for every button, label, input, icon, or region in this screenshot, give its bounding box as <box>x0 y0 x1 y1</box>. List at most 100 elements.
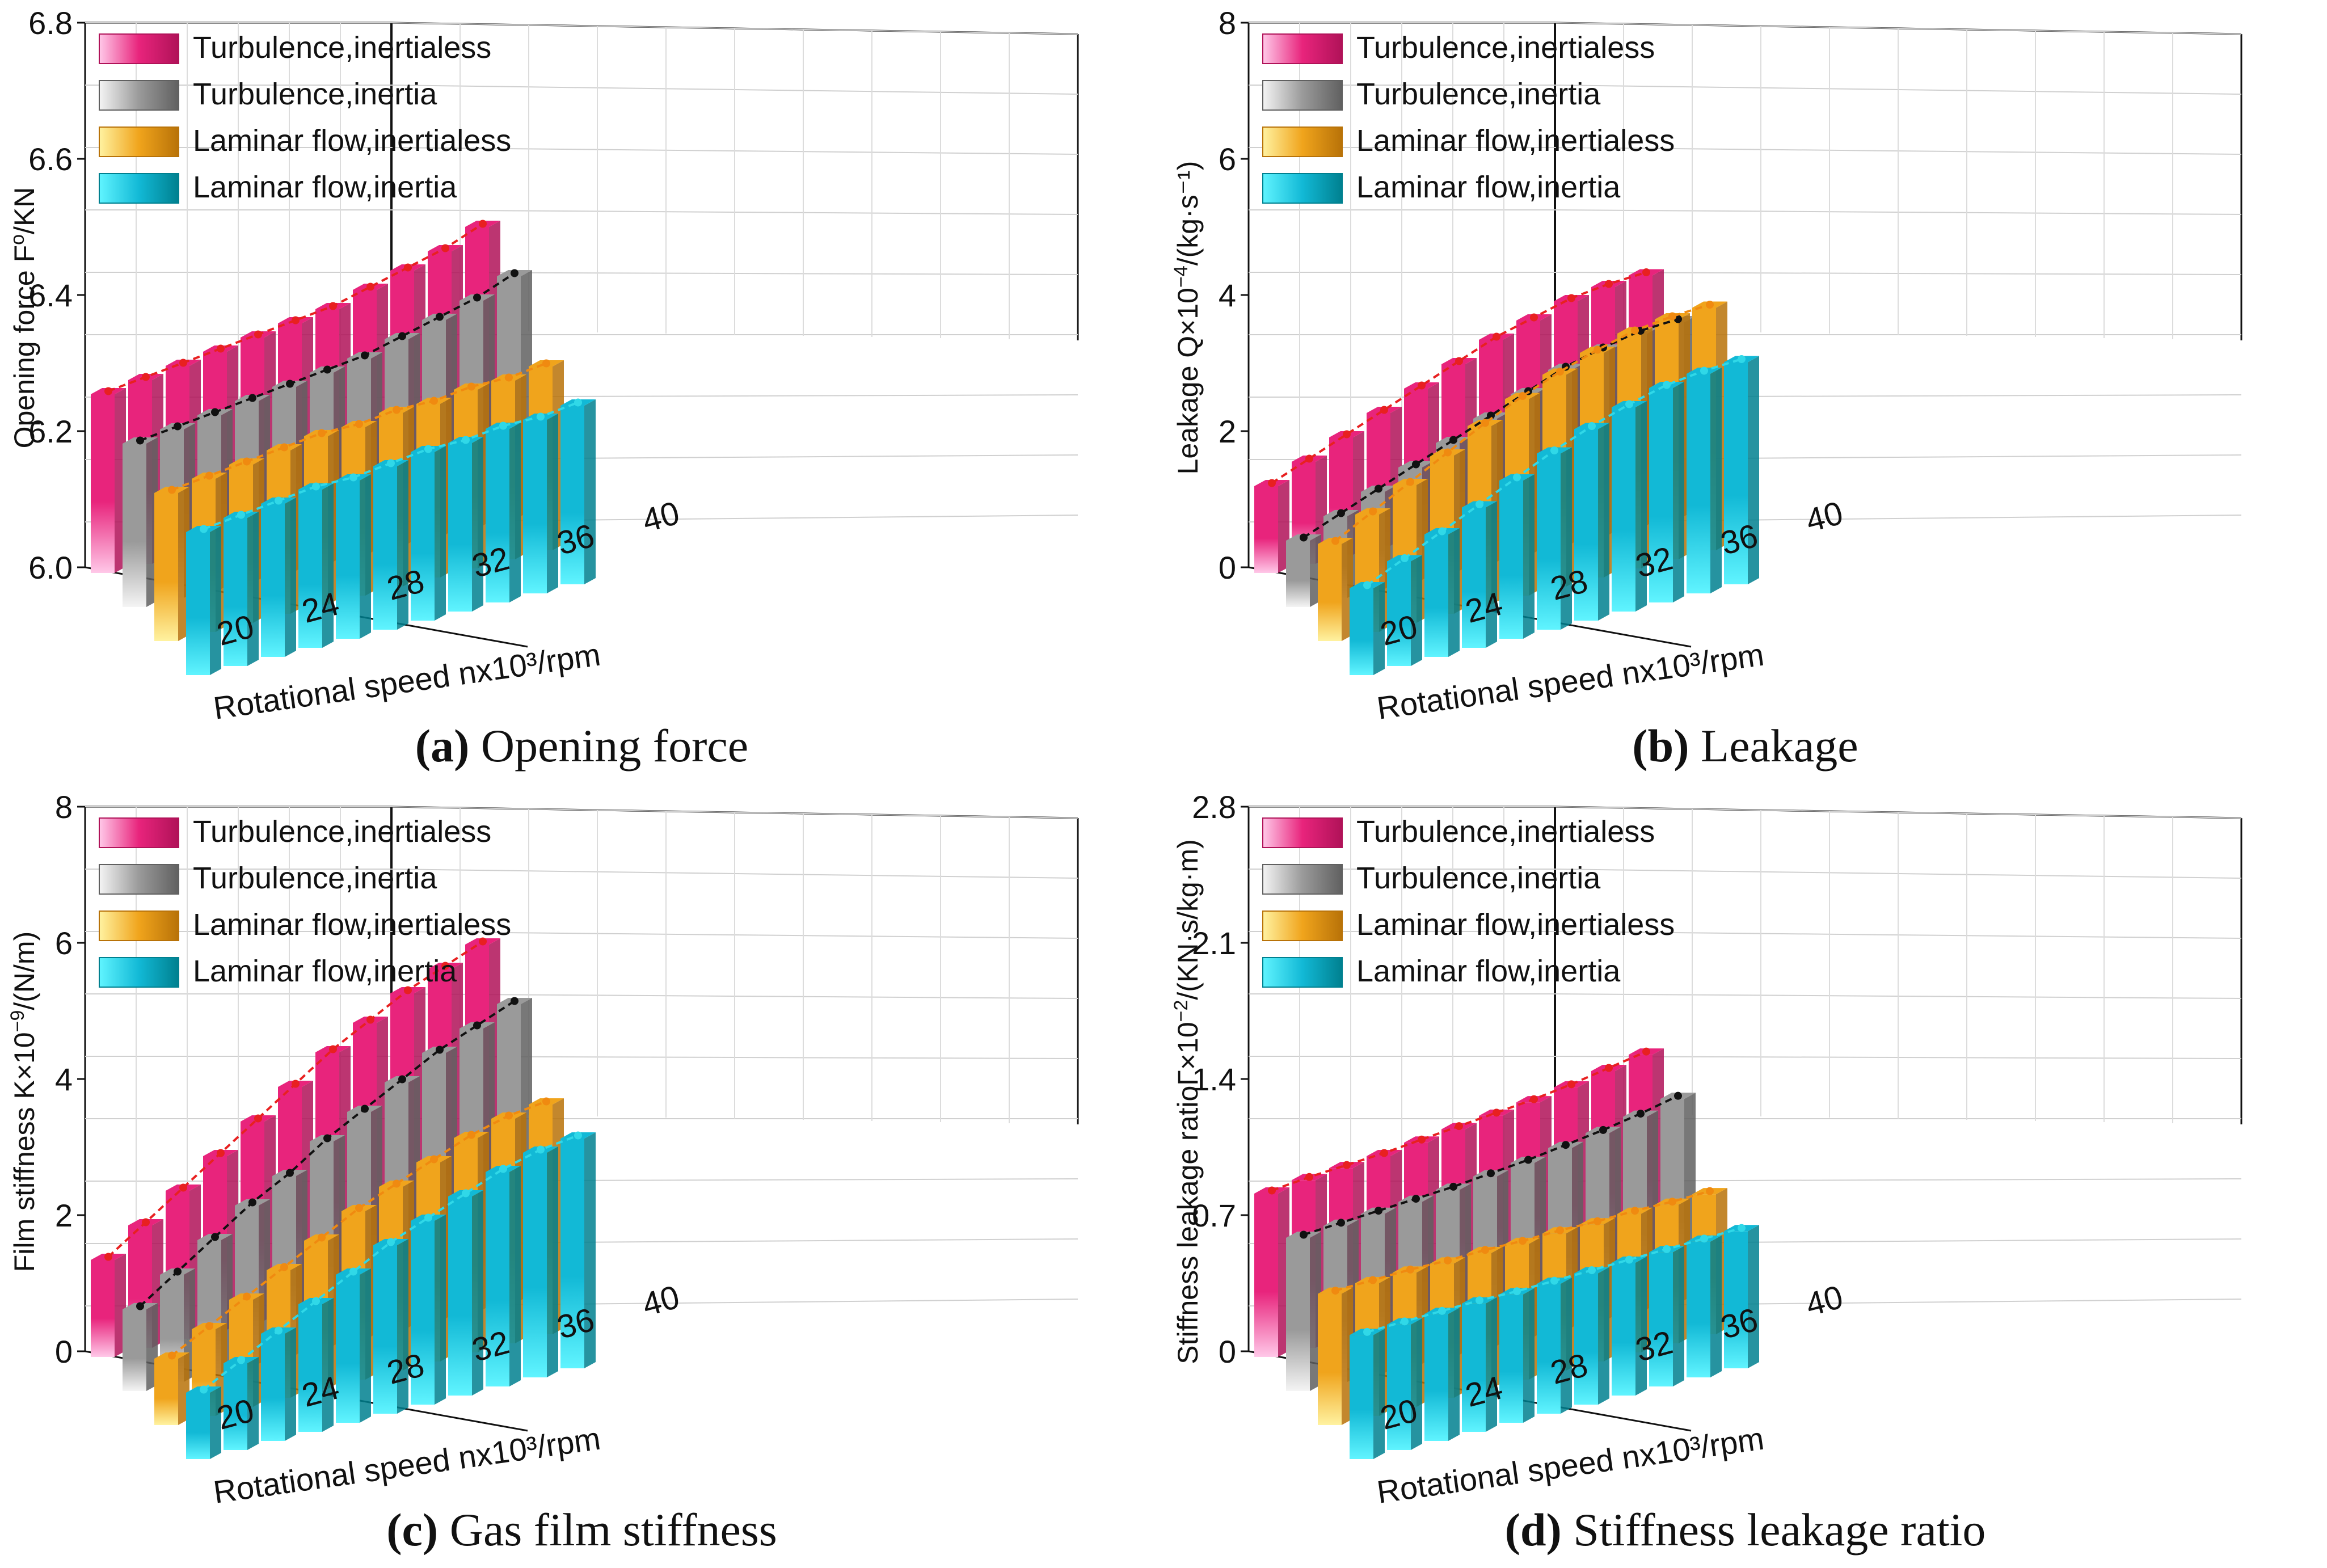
legend-label-turb-inertia-c: Turbulence,inertia <box>193 861 437 895</box>
bar-side-lam-inertia-b-9 <box>1710 368 1722 593</box>
y-tick-label-b-2: 4 <box>1219 277 1236 313</box>
bar-lam-inertia-a-30 <box>373 460 408 630</box>
point-turb-inertia-b-3 <box>1412 460 1420 469</box>
bar-lam-inertia-a-28 <box>336 474 371 639</box>
bar-lam-inertia-c-36 <box>486 1166 521 1386</box>
point-turb-inertia-c-1 <box>174 1267 182 1276</box>
point-turb-inertialess-a-10 <box>479 220 487 228</box>
bar-front-lam-inertia-d-2 <box>1424 1314 1448 1441</box>
x-tick-label-c-5: 40 <box>638 1278 683 1323</box>
bar-side-lam-inertia-d-1 <box>1411 1318 1422 1450</box>
bar-front-turb-inertia-b-0 <box>1286 541 1310 607</box>
bar-lam-inertia-c-28 <box>336 1268 371 1423</box>
bar-lam-inertialess-b-20 <box>1318 538 1353 641</box>
legend-swatch-lam-inertialess-b <box>1262 127 1343 157</box>
legend-label-lam-inertialess-c: Laminar flow,inertialess <box>193 908 511 942</box>
y-tick-label-b-0: 0 <box>1219 550 1236 585</box>
legend-swatch-turb-inertialess-b <box>1262 33 1343 64</box>
bar-lam-inertia-b-24 <box>1424 528 1460 657</box>
legend-swatch-lam-inertia-d <box>1262 957 1343 988</box>
point-turb-inertia-a-4 <box>286 380 294 388</box>
bar-side-lam-inertia-d-10 <box>1748 1225 1759 1368</box>
bar-side-lam-inertia-b-3 <box>1486 501 1497 648</box>
bar-front-lam-inertia-b-9 <box>1687 374 1710 593</box>
point-lam-inertialess-d-10 <box>1706 1187 1714 1195</box>
point-lam-inertia-b-6 <box>1588 422 1596 430</box>
y-tick-label-a-4: 6.8 <box>28 5 73 41</box>
bar-front-turb-inertia-a-0 <box>123 444 146 607</box>
point-turb-inertia-d-0 <box>1300 1230 1308 1239</box>
bar-front-lam-inertia-a-2 <box>261 504 285 657</box>
point-lam-inertialess-c-10 <box>542 1097 550 1106</box>
point-lam-inertialess-a-0 <box>168 486 176 494</box>
point-turb-inertialess-c-8 <box>404 986 412 994</box>
bar-front-lam-inertia-c-4 <box>336 1275 360 1423</box>
legend-label-turb-inertialess-d: Turbulence,inertialess <box>1356 815 1655 849</box>
legend-swatch-lam-inertialess-a <box>99 127 179 157</box>
caption-text-d: Stiffness leakage ratio <box>1561 1504 1986 1556</box>
bar-side-lam-inertia-b-10 <box>1748 356 1759 584</box>
point-lam-inertialess-a-3 <box>280 443 288 452</box>
point-turb-inertia-d-10 <box>1674 1091 1682 1100</box>
point-turb-inertialess-a-0 <box>104 387 112 395</box>
point-turb-inertia-c-2 <box>211 1233 219 1241</box>
bar-front-lam-inertia-b-10 <box>1724 362 1748 584</box>
point-lam-inertia-c-0 <box>200 1385 208 1394</box>
point-turb-inertia-b-4 <box>1449 436 1457 444</box>
bar-front-lam-inertia-c-1 <box>224 1363 247 1450</box>
bar-lam-inertia-b-38 <box>1687 368 1722 593</box>
bar-side-lam-inertia-b-1 <box>1411 555 1422 666</box>
bar-front-lam-inertia-d-5 <box>1537 1284 1561 1414</box>
point-lam-inertialess-d-7 <box>1594 1217 1601 1225</box>
point-turb-inertia-a-7 <box>398 332 406 340</box>
point-lam-inertia-d-2 <box>1438 1306 1446 1315</box>
point-turb-inertia-d-6 <box>1524 1156 1532 1164</box>
legend-label-turb-inertialess-c: Turbulence,inertialess <box>193 815 491 849</box>
panel-caption-c: (c) Gas film stiffness <box>0 1503 1164 1557</box>
point-lam-inertialess-b-8 <box>1631 326 1639 335</box>
legend-label-turb-inertialess-a: Turbulence,inertialess <box>193 31 491 65</box>
bar-side-lam-inertia-d-4 <box>1523 1288 1535 1423</box>
bar-side-lam-inertia-a-7 <box>472 437 483 612</box>
bar-side-lam-inertia-a-10 <box>584 399 596 584</box>
x-tick-label-a-5: 40 <box>638 494 683 539</box>
point-lam-inertialess-b-10 <box>1706 301 1714 309</box>
bar-lam-inertia-b-30 <box>1537 447 1572 630</box>
point-turb-inertialess-d-1 <box>1305 1173 1313 1181</box>
bar-side-lam-inertia-d-9 <box>1710 1235 1722 1377</box>
legend-swatch-lam-inertialess-d <box>1262 911 1343 941</box>
bar-front-lam-inertia-d-1 <box>1387 1324 1411 1450</box>
point-lam-inertia-b-2 <box>1438 527 1446 536</box>
point-turb-inertialess-b-1 <box>1305 454 1313 463</box>
point-lam-inertia-d-0 <box>1363 1327 1371 1336</box>
y-tick-label-b-4: 8 <box>1219 5 1236 41</box>
point-lam-inertialess-b-2 <box>1406 478 1414 486</box>
bar-lam-inertia-c-22 <box>224 1357 259 1450</box>
point-lam-inertialess-b-4 <box>1481 419 1489 427</box>
point-turb-inertialess-a-9 <box>441 244 449 252</box>
bar-lam-inertia-b-40 <box>1724 356 1759 584</box>
bar-turb-inertialess-b-20 <box>1254 480 1289 573</box>
bar-front-lam-inertia-c-6 <box>411 1221 435 1405</box>
bar-lam-inertia-b-34 <box>1612 401 1647 612</box>
bar-front-lam-inertia-c-10 <box>560 1139 584 1368</box>
bar-front-lam-inertialess-b-0 <box>1318 544 1342 641</box>
panel-caption-b: (b) Leakage <box>1164 719 2327 773</box>
y-tick-label-d-4: 2.8 <box>1192 789 1236 825</box>
point-turb-inertia-d-3 <box>1412 1195 1420 1203</box>
legend-swatch-turb-inertia-a <box>99 80 179 111</box>
bar-lam-inertialess-d-20 <box>1318 1287 1353 1425</box>
point-turb-inertia-c-3 <box>248 1198 256 1207</box>
bar-lam-inertia-b-36 <box>1649 382 1684 602</box>
bar-side-lam-inertia-c-0 <box>210 1386 221 1459</box>
legend-label-turb-inertialess-b: Turbulence,inertialess <box>1356 31 1655 65</box>
point-lam-inertia-a-1 <box>237 511 245 519</box>
legend-label-lam-inertia-a: Laminar flow,inertia <box>193 170 457 204</box>
legend-label-lam-inertialess-a: Laminar flow,inertialess <box>193 124 511 158</box>
legend-swatch-turb-inertialess-a <box>99 33 179 64</box>
bar-side-lam-inertia-c-4 <box>360 1268 371 1423</box>
point-turb-inertialess-b-0 <box>1268 479 1276 487</box>
bar-side-lam-inertia-b-7 <box>1635 401 1647 612</box>
y-tick-label-c-4: 8 <box>55 789 73 825</box>
